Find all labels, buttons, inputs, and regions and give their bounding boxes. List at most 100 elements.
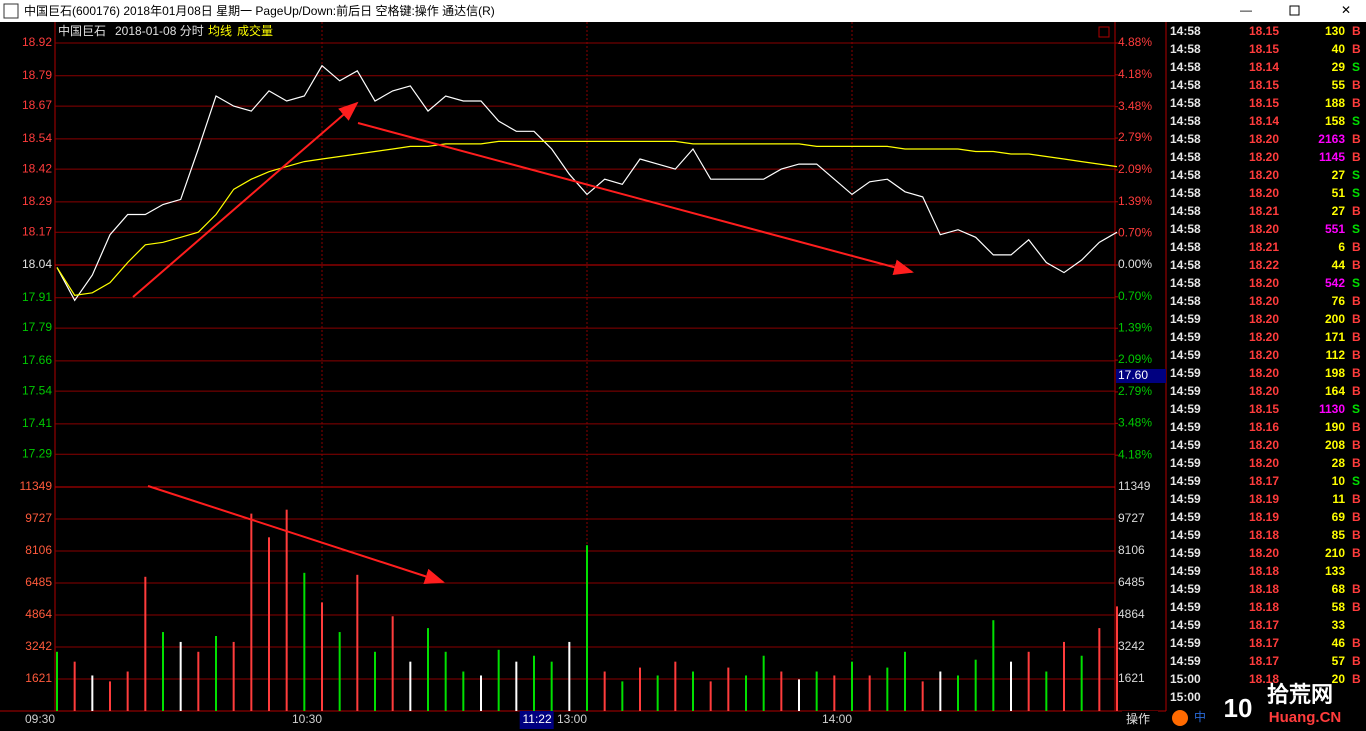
- volume-bar: [1027, 651, 1030, 711]
- panel-toggle[interactable]: [1098, 26, 1110, 38]
- trade-time: 15:00: [1170, 690, 1201, 704]
- volume-bar: [144, 576, 147, 711]
- y2-tick-label: 2.09%: [1118, 162, 1152, 176]
- trade-volume: 33: [1332, 618, 1346, 632]
- trade-time: 14:59: [1170, 492, 1201, 506]
- trade-side: S: [1352, 474, 1360, 488]
- app-icon: [3, 3, 19, 19]
- trade-time: 14:58: [1170, 42, 1201, 56]
- trade-time: 14:58: [1170, 78, 1201, 92]
- trade-time: 14:59: [1170, 456, 1201, 470]
- trade-price: 18.18: [1249, 600, 1279, 614]
- legend-entry[interactable]: 成交量: [237, 23, 273, 38]
- trade-side: B: [1352, 312, 1361, 326]
- trade-volume: 133: [1325, 564, 1345, 578]
- y-tick-label: 17.41: [22, 416, 52, 430]
- volume-bar: [321, 602, 323, 711]
- y-tick-label: 4864: [25, 607, 52, 621]
- trade-time: 14:58: [1170, 168, 1201, 182]
- y-tick-label: 6485: [25, 575, 52, 589]
- trade-side: B: [1352, 528, 1361, 542]
- trade-side: B: [1352, 294, 1361, 308]
- trade-time: 14:59: [1170, 330, 1201, 344]
- trade-time: 14:58: [1170, 294, 1201, 308]
- window-title: 中国巨石(600176) 2018年01月08日 星期一 PageUp/Down…: [24, 3, 495, 18]
- volume-bar: [886, 667, 889, 711]
- volume-bar: [992, 620, 995, 711]
- y-tick-label: 18.17: [22, 224, 52, 238]
- volume-bar: [550, 661, 553, 711]
- operate-button[interactable]: 操作: [1126, 711, 1150, 726]
- volume-bar: [780, 671, 783, 711]
- trade-time: 14:59: [1170, 402, 1201, 416]
- y2-tick-label: 1.39%: [1118, 320, 1152, 334]
- y-tick-label: 6485: [1118, 575, 1145, 589]
- trade-volume: 40: [1332, 42, 1346, 56]
- trade-time: 14:58: [1170, 258, 1201, 272]
- volume-bar: [762, 655, 765, 711]
- y-tick-label: 18.79: [22, 68, 52, 82]
- trade-time: 14:59: [1170, 618, 1201, 632]
- trade-side: B: [1352, 438, 1361, 452]
- y-tick-label: 17.29: [22, 446, 52, 460]
- volume-bar: [1080, 655, 1083, 711]
- trade-volume: 1130: [1319, 402, 1345, 416]
- trade-price: 18.18: [1249, 582, 1279, 596]
- y2-tick-label: 0.70%: [1118, 289, 1152, 303]
- y-tick-label: 4864: [1118, 607, 1145, 621]
- y-tick-label: 3242: [1118, 639, 1145, 653]
- chart-title: 中国巨石: [58, 23, 106, 38]
- volume-bar: [268, 537, 270, 711]
- volume-bar: [798, 679, 800, 711]
- trade-side: B: [1352, 240, 1361, 254]
- trade-side: B: [1352, 348, 1361, 362]
- y2-tick-label: 2.09%: [1118, 352, 1152, 366]
- y2-tick-label: 0.00%: [1118, 257, 1152, 271]
- trade-volume: 68: [1332, 582, 1346, 596]
- volume-bar: [568, 641, 571, 711]
- trade-volume: 171: [1325, 330, 1345, 344]
- trade-time: 14:59: [1170, 366, 1201, 380]
- volume-bar: [904, 651, 906, 711]
- maximize-button[interactable]: [1289, 5, 1300, 16]
- trade-side: B: [1352, 366, 1361, 380]
- volume-bar: [356, 574, 359, 711]
- trade-side: B: [1352, 456, 1361, 470]
- y2-tick-label: 2.79%: [1118, 130, 1152, 144]
- volume-bar: [409, 661, 412, 711]
- trade-price: 18.15: [1249, 42, 1279, 56]
- trade-price: 18.20: [1249, 384, 1279, 398]
- operate-button-bg[interactable]: [1122, 711, 1158, 731]
- trade-side: S: [1352, 222, 1360, 236]
- minimize-button[interactable]: —: [1240, 3, 1252, 17]
- close-button[interactable]: ✕: [1341, 3, 1351, 17]
- trade-side: S: [1352, 276, 1360, 290]
- volume-bar: [73, 661, 76, 711]
- y-tick-label: 1621: [1118, 671, 1145, 685]
- y2-tick-label: 4.88%: [1118, 35, 1152, 49]
- trade-volume: 200: [1325, 312, 1345, 326]
- trade-volume: 158: [1325, 114, 1345, 128]
- trade-side: S: [1352, 60, 1360, 74]
- trade-volume: 29: [1332, 60, 1346, 74]
- volume-bar: [497, 649, 500, 711]
- trade-price: 18.21: [1249, 240, 1279, 254]
- trade-price: 18.20: [1249, 186, 1279, 200]
- volume-bar: [1045, 671, 1048, 711]
- trade-time: 14:59: [1170, 546, 1201, 560]
- cursor-price-box: [1116, 369, 1166, 383]
- trade-side: B: [1352, 42, 1361, 56]
- legend-entry[interactable]: 均线: [208, 24, 232, 38]
- trade-side: B: [1352, 600, 1361, 614]
- y-tick-label: 17.79: [22, 320, 52, 334]
- trade-volume: 28: [1332, 456, 1346, 470]
- trade-price: 18.20: [1249, 168, 1279, 182]
- y-tick-label: 1621: [25, 671, 52, 685]
- trade-volume: 27: [1332, 168, 1346, 182]
- y2-tick-label: 2.79%: [1118, 384, 1152, 398]
- trade-time: 14:59: [1170, 654, 1201, 668]
- trade-price: 18.16: [1249, 420, 1279, 434]
- trade-time: 14:58: [1170, 114, 1201, 128]
- volume-bar: [603, 671, 606, 711]
